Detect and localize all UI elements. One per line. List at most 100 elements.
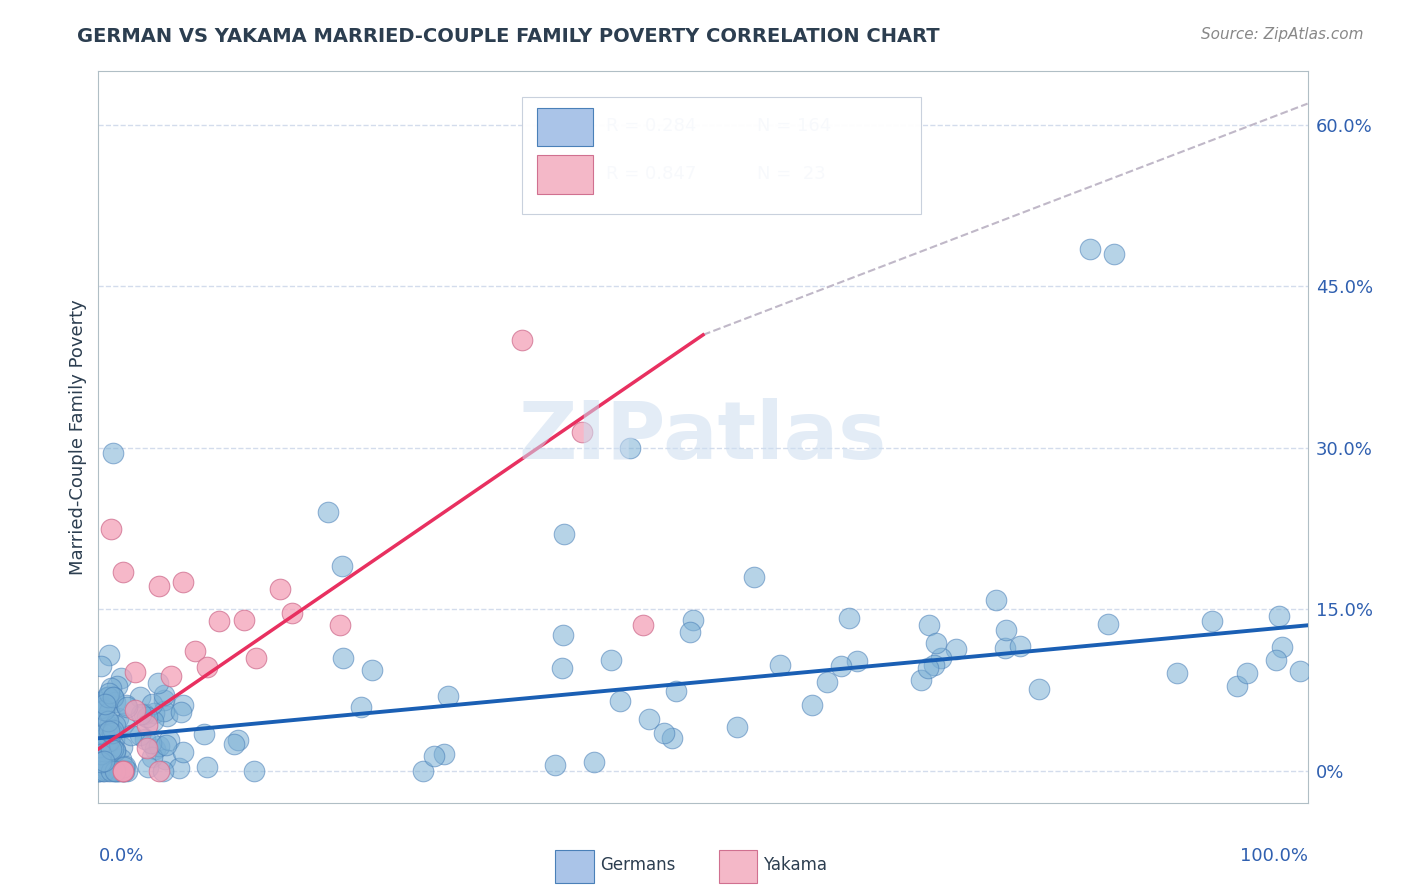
Point xyxy=(510,333,533,347)
Point xyxy=(143,742,166,756)
Point xyxy=(153,693,176,707)
Point xyxy=(995,624,1018,638)
Point xyxy=(638,712,661,726)
Point xyxy=(135,741,157,756)
Point xyxy=(91,730,114,744)
Point xyxy=(90,755,112,769)
Point xyxy=(124,703,146,717)
Point xyxy=(945,641,967,656)
Point xyxy=(100,521,122,535)
Point xyxy=(281,606,304,620)
Point xyxy=(93,754,115,768)
Point xyxy=(112,764,135,778)
Point xyxy=(96,757,118,772)
Point xyxy=(136,710,159,724)
Point xyxy=(1008,639,1031,653)
Point xyxy=(156,708,179,723)
Point xyxy=(101,761,124,775)
Point xyxy=(97,757,120,772)
Point xyxy=(1236,666,1258,681)
Point xyxy=(112,715,135,730)
Point xyxy=(100,742,122,756)
Point xyxy=(925,636,948,650)
Point xyxy=(170,705,193,719)
Point xyxy=(93,701,115,715)
Text: GERMAN VS YAKAMA MARRIED-COUPLE FAMILY POVERTY CORRELATION CHART: GERMAN VS YAKAMA MARRIED-COUPLE FAMILY P… xyxy=(77,27,941,45)
Point xyxy=(679,624,702,639)
Point xyxy=(1289,664,1312,678)
Text: R = 0.847: R = 0.847 xyxy=(606,165,696,183)
Point xyxy=(91,756,114,770)
Point xyxy=(1102,247,1125,261)
Point xyxy=(104,695,127,709)
Point xyxy=(665,684,688,698)
Text: R = 0.284: R = 0.284 xyxy=(606,117,696,136)
Point xyxy=(96,734,118,748)
Point xyxy=(143,706,166,721)
Point xyxy=(100,681,122,695)
Point xyxy=(132,706,155,721)
Point xyxy=(146,676,169,690)
Point xyxy=(97,714,120,729)
Point xyxy=(134,731,156,746)
Point xyxy=(89,694,111,708)
Point xyxy=(148,739,170,753)
Point xyxy=(98,734,121,748)
Point xyxy=(437,689,460,703)
Point xyxy=(93,703,115,717)
Point xyxy=(110,671,132,685)
Point xyxy=(87,756,110,771)
Point xyxy=(226,733,249,747)
Point xyxy=(148,764,170,778)
Point xyxy=(148,579,170,593)
Point xyxy=(120,728,142,742)
Point xyxy=(98,705,121,719)
Point xyxy=(553,527,575,541)
Point xyxy=(100,764,122,778)
Point xyxy=(918,618,941,632)
Point xyxy=(245,650,267,665)
Text: ZIPatlas: ZIPatlas xyxy=(519,398,887,476)
Point xyxy=(104,718,127,732)
Point xyxy=(222,737,245,751)
Point xyxy=(129,728,152,742)
Point xyxy=(107,711,129,725)
Text: N =  23: N = 23 xyxy=(758,165,827,183)
FancyBboxPatch shape xyxy=(718,850,758,882)
Point xyxy=(157,733,180,747)
Point xyxy=(846,654,869,668)
Point xyxy=(725,720,748,734)
Point xyxy=(103,732,125,747)
Point xyxy=(544,758,567,772)
Point xyxy=(994,640,1017,655)
Point xyxy=(111,764,134,778)
Text: Source: ZipAtlas.com: Source: ZipAtlas.com xyxy=(1201,27,1364,42)
Point xyxy=(571,425,593,439)
Point xyxy=(1028,681,1050,696)
Point xyxy=(103,690,125,704)
Point xyxy=(93,764,115,778)
Point xyxy=(153,752,176,766)
Point xyxy=(184,644,207,658)
Point xyxy=(232,613,254,627)
Point xyxy=(269,582,291,596)
Point xyxy=(97,764,120,778)
Point xyxy=(104,743,127,757)
Point xyxy=(90,747,112,762)
Text: 100.0%: 100.0% xyxy=(1240,847,1308,864)
Point xyxy=(104,764,127,778)
Point xyxy=(87,764,110,778)
Point xyxy=(96,690,118,704)
Point xyxy=(103,690,125,704)
Point xyxy=(1271,640,1294,654)
Point xyxy=(141,749,163,764)
Point xyxy=(631,618,654,632)
Point xyxy=(111,764,134,778)
Point xyxy=(91,755,114,769)
Point xyxy=(742,570,765,584)
Point xyxy=(153,688,176,702)
Point xyxy=(243,764,266,778)
Point xyxy=(412,764,434,778)
Point xyxy=(152,764,174,778)
FancyBboxPatch shape xyxy=(522,97,921,214)
